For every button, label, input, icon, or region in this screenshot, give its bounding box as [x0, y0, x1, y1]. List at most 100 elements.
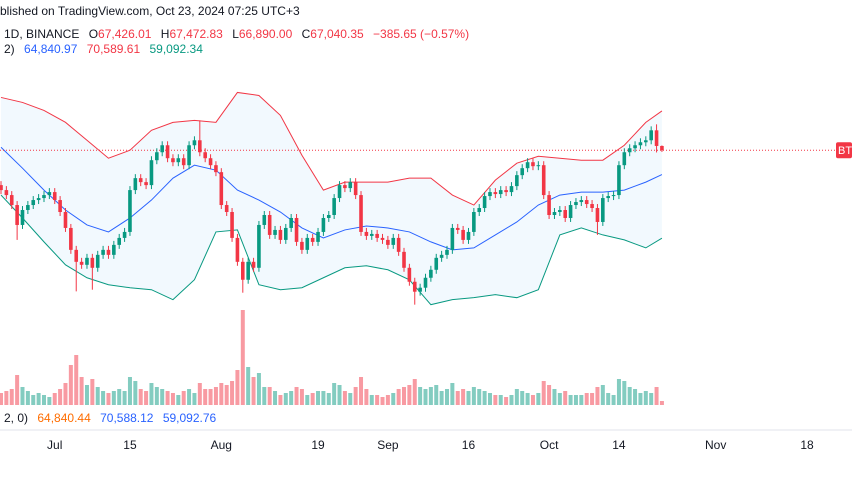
volume-bar	[573, 395, 578, 405]
volume-bar	[240, 310, 245, 405]
ohlc-key: O	[88, 27, 99, 41]
candle-body	[294, 217, 299, 242]
volume-bar	[299, 389, 304, 405]
candle-body	[241, 261, 245, 280]
candle-body	[423, 277, 428, 288]
ohlc-key: H	[160, 27, 170, 41]
candle-body	[326, 214, 331, 218]
volume-bar	[466, 391, 471, 405]
volume-bar	[638, 393, 643, 405]
candle-body	[149, 160, 154, 186]
candle-body	[547, 195, 551, 215]
candle-body	[58, 200, 62, 213]
volume-bar	[461, 389, 466, 405]
candle-body	[364, 231, 369, 236]
candle-body	[138, 178, 143, 183]
volume-bar	[487, 393, 492, 405]
volume-bar	[434, 385, 439, 405]
volume-bar	[230, 381, 235, 405]
candle-body	[343, 185, 347, 189]
candle-body	[321, 217, 326, 232]
candle-body	[332, 198, 336, 215]
candle-body	[461, 229, 465, 240]
volume-bar	[316, 391, 321, 405]
candle-body	[466, 231, 471, 240]
candle-body	[493, 192, 498, 195]
candle-body	[316, 231, 320, 242]
volume-bar	[530, 395, 535, 405]
candle-body	[359, 195, 363, 232]
volume-bar	[633, 389, 638, 405]
candle-body	[155, 152, 159, 161]
candle-body	[310, 237, 315, 242]
volume-bar	[606, 393, 611, 405]
x-tick-label: Aug	[211, 438, 232, 452]
candle-body	[112, 244, 116, 255]
candle-body	[144, 182, 148, 186]
candle-body	[622, 152, 627, 166]
volume-bar	[659, 401, 664, 405]
volume-bar	[74, 355, 79, 405]
volume-bar	[412, 379, 417, 405]
candle-body	[568, 205, 573, 218]
ohlc-value: 67,426.01	[98, 27, 152, 41]
volume-bar	[289, 391, 294, 405]
candle-body	[219, 172, 224, 206]
volume-bar	[47, 397, 52, 405]
candle-body	[47, 192, 52, 196]
volume-bar	[579, 395, 584, 405]
candle-body	[418, 287, 422, 292]
volume-bar	[4, 391, 9, 405]
volume-bar	[246, 367, 251, 405]
volume-bar	[15, 375, 20, 405]
candle-body	[391, 237, 396, 245]
indicator-label: 2)	[4, 42, 15, 56]
volume-bar	[337, 385, 342, 405]
volume-bar	[101, 391, 106, 405]
volume-bar	[402, 387, 407, 405]
volume-bar	[256, 373, 261, 405]
volume-bar	[192, 393, 197, 405]
candle-body	[31, 200, 36, 206]
candle-body	[230, 212, 234, 238]
band-fill	[1, 92, 662, 305]
band-line	[0, 194, 663, 306]
candle-body	[262, 214, 267, 225]
volume-bar	[359, 377, 364, 405]
candle-body	[574, 202, 578, 206]
volume-bar	[455, 391, 460, 405]
volume-bar	[423, 389, 428, 405]
x-tick-label: 18	[800, 438, 814, 452]
candle-body	[644, 140, 648, 143]
symbol: 1D, BINANCE	[4, 27, 80, 41]
volume-bar	[649, 393, 654, 405]
candle-body	[101, 249, 105, 255]
volume-bar	[332, 383, 337, 405]
band-line	[0, 91, 663, 206]
ohlc-value: 67,472.83	[169, 27, 223, 41]
candle-body	[638, 142, 643, 146]
volume-bar	[111, 391, 116, 405]
candle-body	[63, 212, 68, 228]
volume-bar	[342, 391, 347, 405]
ohlc-row: 1D, BINANCE O67,426.01 H67,472.83 L66,89…	[4, 27, 475, 41]
candle-body	[536, 165, 541, 167]
volume-bar	[375, 395, 380, 405]
volume-bar	[525, 393, 530, 405]
candle-body	[515, 175, 519, 187]
candle-body	[9, 195, 14, 206]
candle-body	[504, 190, 508, 193]
candle-body	[203, 152, 207, 159]
volume-bar	[493, 395, 498, 405]
volume-bar	[219, 383, 224, 405]
volume-bar	[407, 385, 412, 405]
x-tick-label: 16	[462, 438, 476, 452]
x-tick-label: 14	[612, 438, 626, 452]
volume-bar	[20, 387, 25, 405]
volume-bar	[63, 383, 68, 405]
volume-bar	[643, 391, 648, 405]
volume-bar	[439, 391, 444, 405]
candle-body	[224, 205, 229, 213]
volume-bar	[380, 397, 385, 405]
